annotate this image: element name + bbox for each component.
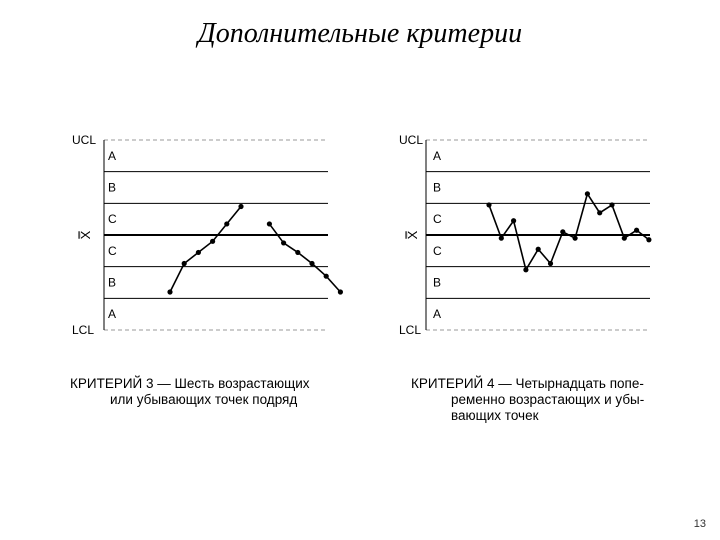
zone-label-c-top: C (433, 212, 442, 226)
caption-line: ременно возрастающих и убы- (451, 392, 645, 407)
data-point (560, 229, 566, 235)
data-point (572, 235, 578, 241)
caption-line: или убывающих точек подряд (110, 392, 298, 407)
ucl-label: UCL (399, 133, 423, 147)
zone-label-a-bot: A (433, 307, 441, 321)
data-point (621, 235, 627, 241)
data-point (323, 273, 329, 279)
data-point (584, 191, 591, 197)
data-point (266, 221, 272, 227)
data-point (337, 289, 343, 295)
data-point (309, 260, 315, 267)
data-point (510, 218, 517, 224)
zone-label-a-top: A (108, 149, 116, 163)
data-point (535, 246, 541, 252)
series-line (169, 205, 242, 293)
zone-label-a-top: A (433, 149, 441, 163)
zone-label-c-bot: C (108, 244, 117, 258)
slide-number: 13 (693, 518, 706, 530)
caption-line: КРИТЕРИЙ 3 — Шесть возрастающих (70, 376, 310, 391)
data-point (167, 289, 173, 295)
data-point (634, 227, 640, 233)
series-line (488, 191, 650, 272)
data-point (646, 237, 652, 243)
zone-label-b-bot: B (108, 276, 116, 290)
data-point (609, 202, 615, 208)
criterion-4-caption: КРИТЕРИЙ 4 — Четырнадцать попе- ременно … (411, 376, 644, 424)
center-line-label: X̿ (405, 230, 420, 239)
center-line-label: X̿ (78, 230, 93, 239)
data-point (523, 267, 529, 273)
data-point (486, 202, 492, 208)
zone-label-b-top: B (108, 181, 116, 195)
series-line (268, 223, 341, 293)
data-point (224, 221, 230, 227)
zone-label-a-bot: A (108, 307, 116, 321)
data-point (498, 235, 504, 241)
criterion-3-caption: КРИТЕРИЙ 3 — Шесть возрастающих или убыв… (70, 376, 310, 408)
zone-label-c-bot: C (433, 244, 442, 258)
zone-label-b-bot: B (433, 276, 441, 290)
data-point (238, 203, 244, 210)
data-point (281, 240, 287, 246)
caption-line: КРИТЕРИЙ 4 — Четырнадцать попе- (411, 376, 644, 391)
zone-label-c-top: C (108, 212, 117, 226)
lcl-label: LCL (399, 323, 421, 337)
caption-line: вающих точек (451, 408, 539, 423)
data-point (181, 260, 187, 267)
data-point (210, 238, 216, 244)
data-point (597, 210, 603, 216)
ucl-label: UCL (72, 133, 96, 147)
data-point (195, 249, 201, 256)
data-point (547, 260, 554, 267)
zone-label-b-top: B (433, 181, 441, 195)
lcl-label: LCL (72, 323, 94, 337)
page-title: Дополнительные критерии (197, 18, 523, 49)
data-point (295, 249, 301, 256)
